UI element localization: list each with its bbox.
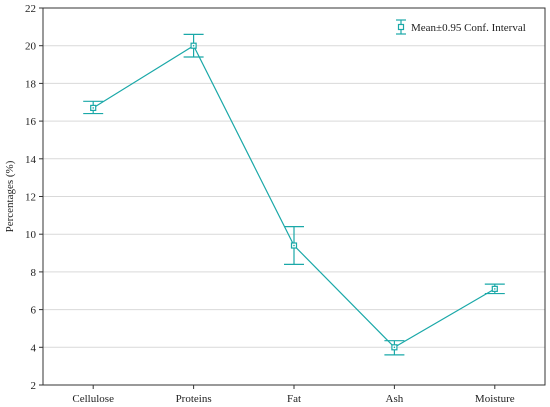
y-tick-label: 10 — [25, 229, 37, 241]
x-tick-label: Ash — [386, 393, 404, 405]
x-tick-label: Fat — [287, 393, 301, 405]
y-axis-label: Percentages (%) — [4, 160, 16, 232]
x-axis-ticks: Cellulose Proteins Fat Ash Moisture — [72, 385, 515, 405]
legend-label: Mean±0.95 Conf. Interval — [411, 22, 526, 34]
y-tick-label: 18 — [25, 78, 37, 90]
y-tick-label: 8 — [31, 267, 37, 279]
y-tick-label: 16 — [25, 116, 37, 128]
gridlines — [43, 45, 545, 348]
y-tick-label: 6 — [31, 305, 37, 317]
y-axis-ticks: 2 4 6 8 10 12 14 16 18 20 22 — [25, 3, 43, 392]
legend: Mean±0.95 Conf. Interval — [396, 19, 526, 35]
y-tick-label: 22 — [25, 3, 36, 15]
y-tick-label: 12 — [25, 192, 36, 204]
y-tick-label: 14 — [25, 154, 37, 166]
data-point — [190, 42, 197, 49]
data-point — [90, 104, 97, 112]
series — [83, 33, 505, 356]
y-tick-label: 20 — [25, 41, 37, 53]
data-point — [290, 242, 298, 249]
data-point — [391, 344, 398, 351]
legend-symbol-icon — [396, 19, 406, 35]
y-tick-label: 4 — [31, 342, 37, 354]
x-tick-label: Cellulose — [72, 393, 114, 405]
data-point — [491, 285, 498, 292]
x-tick-label: Proteins — [176, 393, 212, 405]
x-tick-label: Moisture — [475, 393, 515, 405]
y-tick-label: 2 — [31, 380, 37, 392]
